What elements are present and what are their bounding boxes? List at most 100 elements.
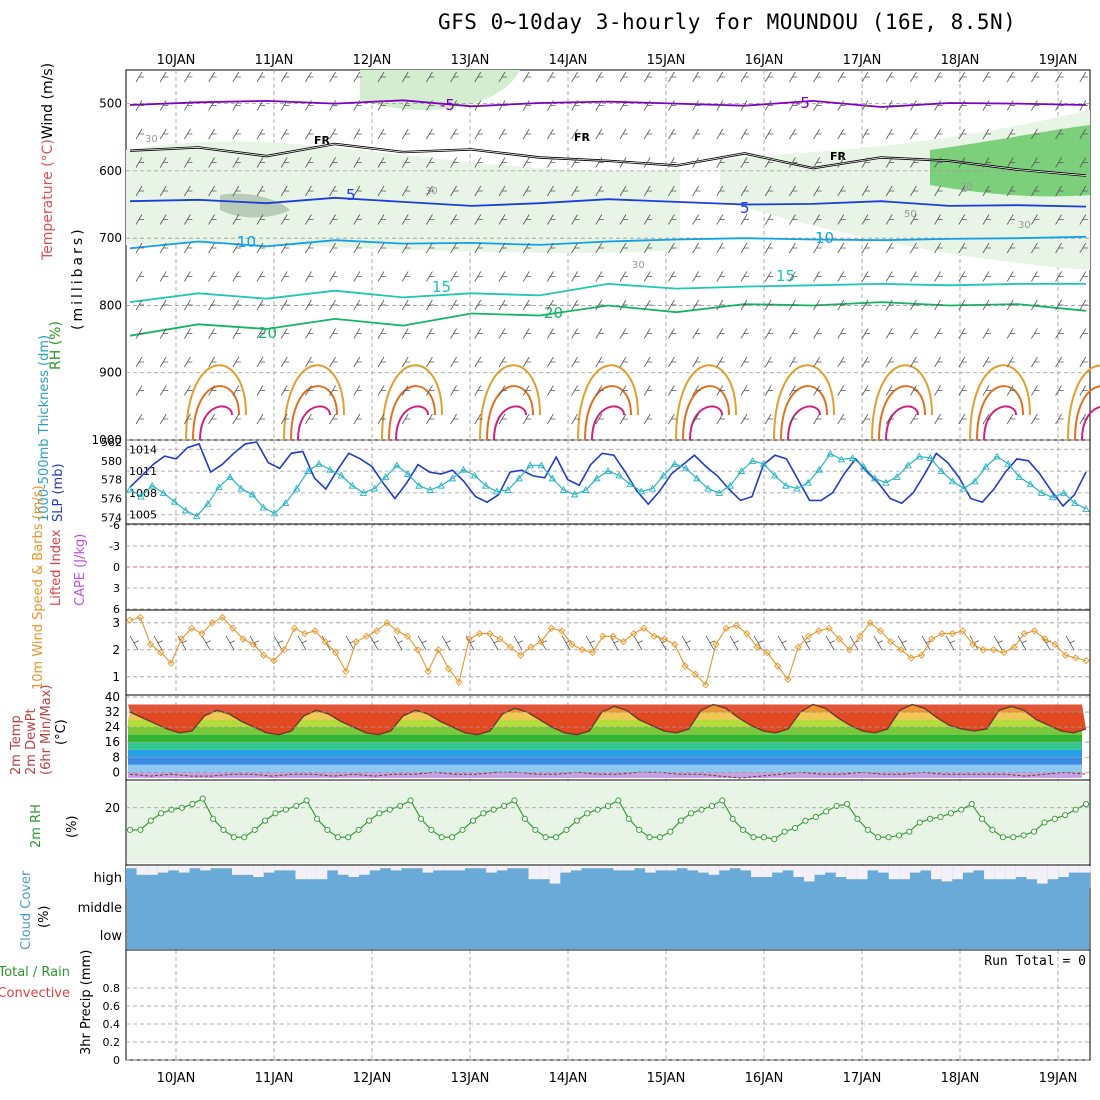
cloud-high-bar [623,866,635,888]
slp-point [181,506,190,514]
wind-barb [958,328,967,339]
wind-barb [789,185,798,197]
cloud-high-gap [1037,866,1048,884]
rh-axis-tspan: RH (%) [48,321,64,370]
rh-point [594,806,601,813]
wind-speed-point [188,624,196,632]
cloud-high-bar [337,866,349,888]
wind-barb [159,299,169,311]
wind-speed-point [393,627,401,635]
temp-tick-label: 24 [105,720,120,734]
wind-barb [522,413,532,425]
cloud-high-gap [920,866,932,871]
wind-barb [547,299,556,311]
wind-speed-point [403,632,412,640]
cloud-high-gap [306,866,317,880]
wind-barb [1031,328,1040,339]
cloud-high-bar [772,866,784,888]
cloud-high-gap [984,866,995,880]
cloud-high-gap [242,866,254,875]
rh-point [1030,828,1038,835]
wind-barb [474,413,483,425]
rh-point [1041,819,1048,826]
wind-barb [280,128,290,140]
wind-speed-point [845,646,854,654]
wind-barb [426,356,435,368]
wind-barb [401,214,411,225]
wind-barb [184,71,193,83]
warm-contour-arc [395,405,429,441]
wind-barb [159,271,169,282]
wind-barb [208,242,217,254]
wind-barb [498,185,507,197]
wind-barb [1006,157,1016,168]
wind-speed-point [835,635,843,643]
wind-barb [450,299,459,311]
wind-barb [135,356,144,368]
cloud-high-gap [316,866,328,880]
wind-barb [716,299,725,311]
wind-barb [934,385,943,396]
wind-barb [934,356,943,368]
wind-barb [232,328,241,339]
wind-speed-point [907,654,915,662]
thickness-tick-label: 578 [101,474,122,487]
cloud-high-bar [168,866,180,888]
wind-barb [885,214,895,225]
warm-contour-arc [486,385,534,441]
slp-point [971,477,979,485]
wind-barb [426,299,435,311]
wind-barb [401,71,411,83]
warm-contour-arc [479,364,541,441]
wind-barb [982,271,991,282]
wind-barb [716,185,725,197]
cloud-high-bar [973,866,985,888]
wind-speed-point [270,656,278,665]
rh-point [916,819,923,826]
wind-barb [401,157,411,168]
date-label-bottom: 14JAN [549,1071,588,1086]
rh-point [262,817,269,824]
wind-barb [958,214,967,225]
slp-point [393,461,401,469]
wind-barb [716,356,725,368]
wind-barb [256,328,265,339]
wind-barb [813,299,822,311]
wind-barb [1079,328,1088,339]
date-label-bottom: 16JAN [745,1071,784,1086]
warm-contour-arc [381,364,443,441]
cloud-high-gap [274,866,286,871]
temp-contour-label: 10 [237,233,256,251]
wind-barb [958,242,967,254]
pressure-tick-label: 800 [99,298,122,312]
pressure-tick-label: 600 [99,164,122,178]
cloud-high-bar [962,866,974,888]
rh-point [386,806,393,813]
cloud-high-bar [475,866,487,888]
wind-barb [789,299,798,311]
rh-point [147,817,154,824]
wind-barb [643,356,653,368]
temp-color-band [128,749,1082,758]
wind-axis-titles: 10m Wind Speed & Barbs (m/s) [31,485,46,690]
wind-barb [401,242,411,254]
cloud-high-bar [740,866,752,888]
wind-barb [305,271,314,282]
rh-point [552,834,560,841]
wind-barb [135,413,144,425]
cloud-high-gap [126,866,137,869]
wind-barb [861,385,870,396]
wind-barb [1079,299,1088,311]
wind-barb [498,385,507,396]
warm-contour-arc [297,405,331,441]
slp-point [704,484,712,492]
rh-point [376,810,383,817]
cloud-high-bar [592,866,604,888]
cloud-level-label: high [94,871,122,886]
wind-axis-tspan: Wind (m/s) [40,63,56,139]
slp-point [415,481,423,489]
temp-contour-line [129,282,1086,303]
wind-barb [910,100,919,111]
precip-total-label: Total / Rain [0,965,70,980]
wind-speed-point [445,665,453,673]
